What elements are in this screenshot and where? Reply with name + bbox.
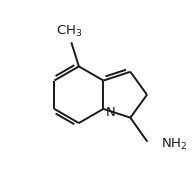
Text: CH$_3$: CH$_3$ — [56, 24, 83, 39]
Text: N: N — [106, 106, 116, 119]
Text: NH$_2$: NH$_2$ — [161, 137, 187, 152]
